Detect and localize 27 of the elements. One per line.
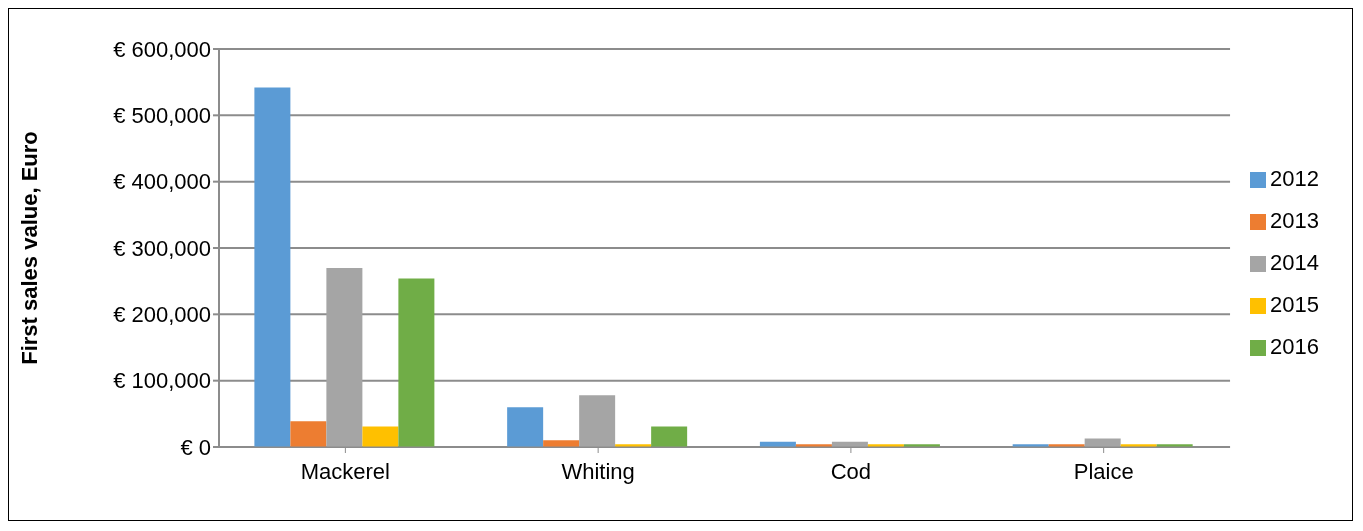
legend-label: 2015: [1270, 292, 1319, 317]
bar: [254, 87, 291, 447]
x-tick-label: Plaice: [1073, 458, 1134, 484]
legend-label: 2016: [1270, 334, 1319, 359]
bar: [651, 426, 688, 447]
bar: [362, 426, 399, 447]
bar: [290, 421, 327, 447]
y-tick-label: € 200,000: [113, 302, 211, 328]
y-tick-label: € 600,000: [113, 36, 211, 62]
legend-label: 2013: [1270, 208, 1319, 233]
legend-label: 2014: [1270, 250, 1319, 275]
bar: [543, 440, 580, 447]
y-tick-label: € 0: [180, 434, 211, 460]
legend-label: 2012: [1270, 166, 1319, 191]
x-tick-label: Mackerel: [300, 458, 391, 484]
bar: [507, 407, 544, 447]
bar: [398, 278, 435, 447]
y-tick-label: € 400,000: [113, 169, 211, 195]
y-tick-label: € 100,000: [113, 368, 211, 394]
y-axis-title: First sales value, Euro: [16, 131, 42, 365]
bar: [579, 395, 616, 447]
y-tick-label: € 300,000: [113, 235, 211, 261]
x-tick-label: Cod: [830, 458, 872, 484]
x-tick-label: Whiting: [561, 458, 635, 484]
bar: [1084, 438, 1121, 447]
y-tick-label: € 500,000: [113, 103, 211, 129]
bar: [326, 267, 363, 447]
